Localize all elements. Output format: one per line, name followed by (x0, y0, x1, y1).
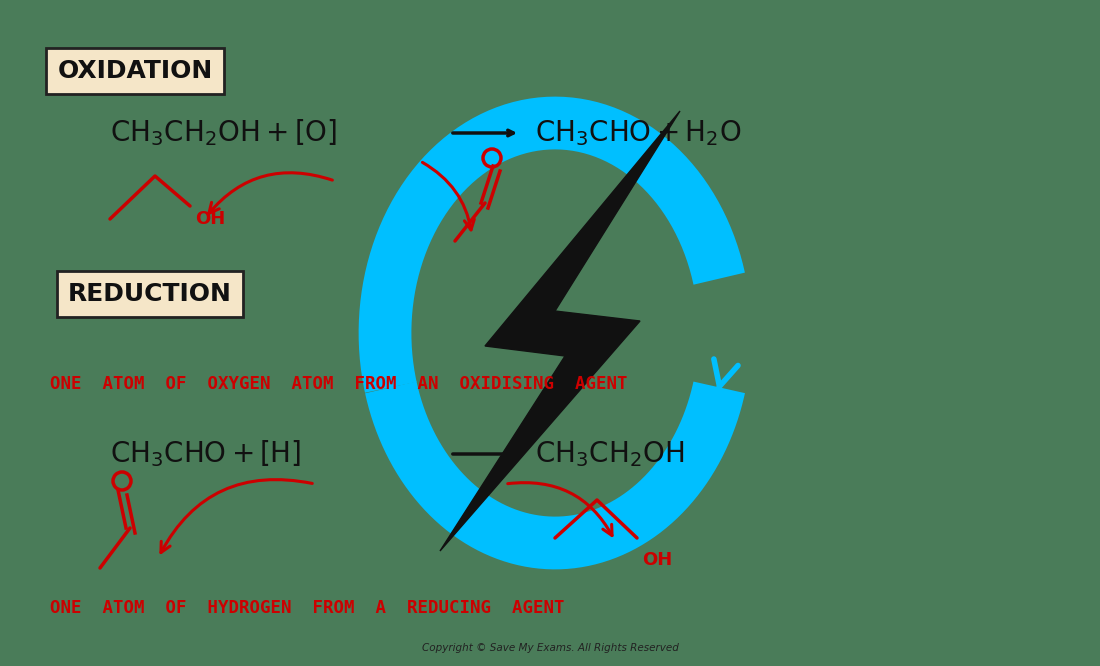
Text: ONE  ATOM  OF  OXYGEN  ATOM  FROM  AN  OXIDISING  AGENT: ONE ATOM OF OXYGEN ATOM FROM AN OXIDISIN… (50, 375, 627, 393)
Text: $\mathregular{CH_3CHO + [H]}$: $\mathregular{CH_3CHO + [H]}$ (110, 439, 301, 470)
Text: OH: OH (195, 210, 226, 228)
Text: $\mathregular{CH_3CHO + H_2O}$: $\mathregular{CH_3CHO + H_2O}$ (535, 118, 741, 148)
Text: ONE  ATOM  OF  HYDROGEN  FROM  A  REDUCING  AGENT: ONE ATOM OF HYDROGEN FROM A REDUCING AGE… (50, 599, 564, 617)
Text: $\mathregular{CH_3CH_2OH}$: $\mathregular{CH_3CH_2OH}$ (535, 439, 684, 469)
Text: OH: OH (642, 551, 672, 569)
Text: REDUCTION: REDUCTION (68, 282, 232, 306)
Polygon shape (440, 111, 680, 551)
Text: OXIDATION: OXIDATION (57, 59, 212, 83)
Text: $\mathregular{CH_3CH_2OH + [O]}$: $\mathregular{CH_3CH_2OH + [O]}$ (110, 118, 338, 149)
Text: Copyright © Save My Exams. All Rights Reserved: Copyright © Save My Exams. All Rights Re… (421, 643, 679, 653)
